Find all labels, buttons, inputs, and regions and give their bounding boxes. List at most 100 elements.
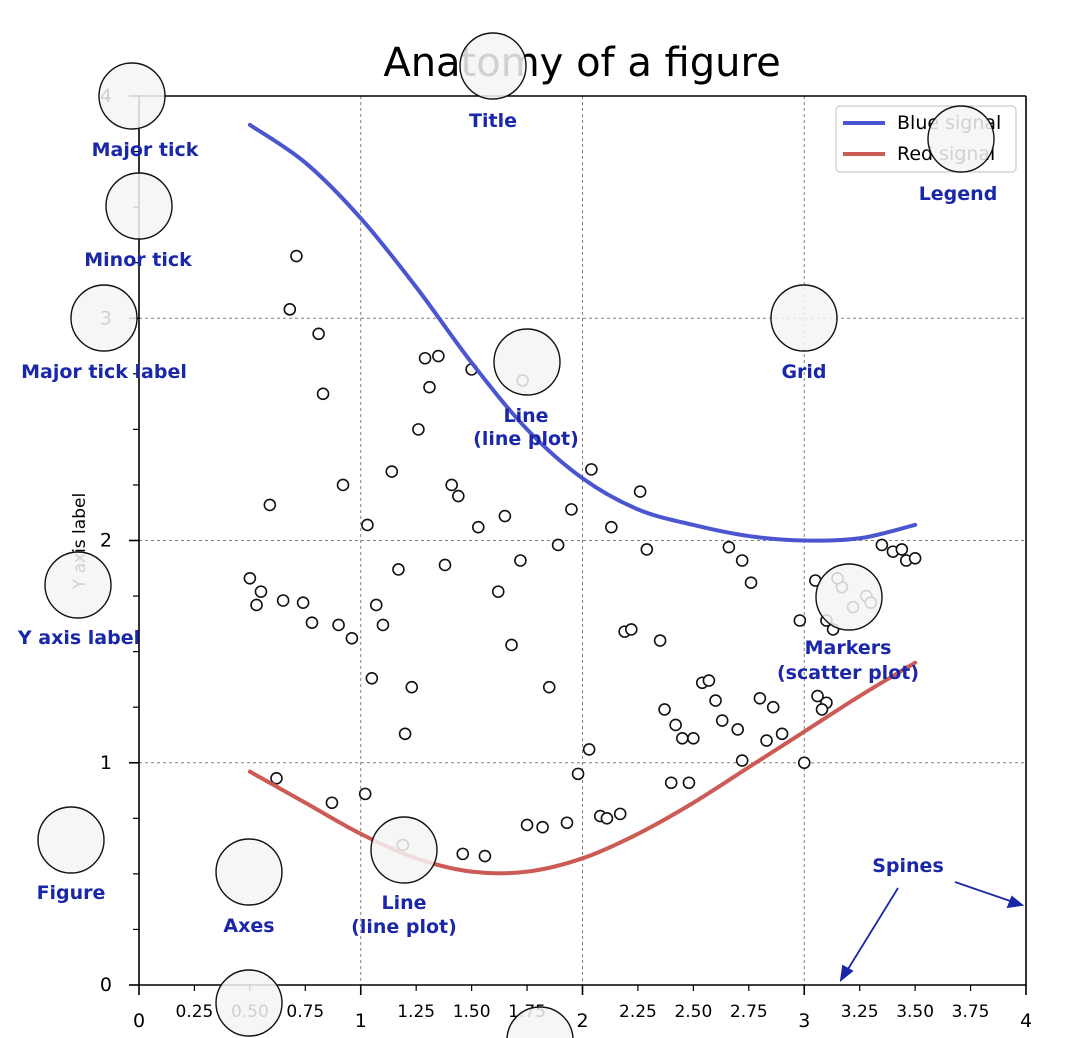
scatter-marker <box>735 754 749 767</box>
scatter-marker <box>254 585 268 598</box>
scatter-marker <box>432 349 445 363</box>
x-tick-label: 0.25 <box>176 1002 214 1022</box>
scatter-marker <box>571 767 585 781</box>
scatter-marker <box>744 576 758 590</box>
scatter-marker <box>398 727 412 741</box>
scatter-marker <box>624 623 638 636</box>
scatter-marker <box>731 723 745 736</box>
scatter-marker <box>766 700 780 714</box>
scatter-marker <box>438 558 452 572</box>
scatter-marker <box>263 498 277 512</box>
scatter-marker <box>392 563 405 576</box>
annotation-markers: Markers <box>805 637 892 659</box>
scatter-marker <box>811 689 824 703</box>
x-tick-label: 2 <box>576 1010 588 1032</box>
annotation-title: Title <box>469 110 517 132</box>
x-tick-label: 2.75 <box>730 1002 768 1022</box>
scatter-marker <box>760 734 773 747</box>
highlight-circle <box>815 563 883 631</box>
scatter-marker <box>290 249 303 263</box>
x-tick-label: 2.50 <box>674 1002 712 1022</box>
scatter-marker <box>283 303 297 316</box>
x-tick-label: 0 <box>133 1010 145 1032</box>
scatter-marker <box>345 631 359 645</box>
y-tick-label: 1 <box>100 752 112 774</box>
highlight-circle <box>506 1006 574 1038</box>
scatter-marker <box>456 847 470 861</box>
highlight-circle <box>105 172 173 240</box>
highlight-circle <box>215 838 283 906</box>
red-signal-line <box>247 660 918 876</box>
x-tick-label: 3 <box>798 1010 810 1032</box>
scatter-marker <box>369 598 383 612</box>
annotation-line-lower-sub: (line plot) <box>351 916 457 938</box>
scatter-marker <box>491 585 505 598</box>
scatter-marker <box>722 540 736 554</box>
scatter-marker <box>514 554 527 567</box>
x-tick-label: 2.25 <box>619 1002 657 1022</box>
highlight-circle <box>459 32 527 100</box>
scatter-marker <box>640 543 654 556</box>
annotation-axes: Axes <box>223 915 274 937</box>
scatter-marker <box>250 598 263 612</box>
scatter-marker <box>498 509 512 523</box>
y-tick-label: 0 <box>100 974 112 996</box>
scatter-marker <box>582 743 596 756</box>
scatter-markers <box>243 249 922 863</box>
scatter-marker <box>445 478 458 492</box>
highlight-circle <box>370 816 438 884</box>
highlight-circle <box>44 551 112 619</box>
scatter-marker <box>715 714 729 727</box>
scatter-marker <box>560 816 574 830</box>
scatter-marker <box>536 820 549 834</box>
scatter-marker <box>276 594 290 607</box>
x-tick-label: 4 <box>1020 1010 1032 1032</box>
scatter-marker <box>753 691 767 705</box>
spines-arrows <box>839 881 1025 983</box>
scatter-marker <box>664 776 678 790</box>
scatter-marker <box>775 727 789 741</box>
highlight-circle <box>215 969 283 1037</box>
scatter-marker <box>542 680 556 694</box>
annotation-markers-sub: (scatter plot) <box>777 662 919 684</box>
annotation-line-upper-sub: (line plot) <box>473 428 579 450</box>
scatter-marker <box>316 387 330 401</box>
annotation-legend: Legend <box>919 183 998 205</box>
x-tick-label: 0.75 <box>286 1002 324 1022</box>
highlight-circles <box>37 32 995 1038</box>
scatter-marker <box>585 463 598 476</box>
scatter-marker <box>243 571 257 585</box>
scatter-marker <box>815 703 829 716</box>
highlight-circle <box>927 105 995 173</box>
scatter-marker <box>412 423 425 436</box>
scatter-marker <box>405 680 419 694</box>
highlight-circle <box>70 284 138 352</box>
scatter-marker <box>478 849 492 863</box>
annotation-minor-tick: Minor tick <box>84 249 192 271</box>
scatter-marker <box>735 554 749 567</box>
x-tick-label: 1 <box>355 1010 367 1032</box>
scatter-marker <box>296 596 310 610</box>
highlight-circle <box>493 328 561 396</box>
scatter-marker <box>709 694 722 707</box>
scatter-marker <box>270 772 283 785</box>
scatter-marker <box>793 614 807 627</box>
annotation-line-lower: Line <box>381 892 426 914</box>
highlight-circle <box>98 62 166 130</box>
scatter-marker <box>600 812 614 825</box>
scatter-marker <box>452 489 465 503</box>
x-tick-label: 3.25 <box>841 1002 879 1022</box>
scatter-marker <box>565 503 578 516</box>
blue-signal-line <box>247 122 918 543</box>
scatter-marker <box>325 796 339 810</box>
scatter-marker <box>336 478 350 492</box>
scatter-marker <box>895 543 909 556</box>
scatter-marker <box>312 327 325 341</box>
scatter-marker <box>682 776 696 790</box>
scatter-marker <box>605 520 618 534</box>
scatter-marker <box>365 671 379 685</box>
line-series <box>247 122 918 876</box>
annotation-major-tick: Major tick <box>92 139 199 161</box>
x-tick-label: 3.75 <box>952 1002 990 1022</box>
scatter-marker <box>653 634 667 647</box>
